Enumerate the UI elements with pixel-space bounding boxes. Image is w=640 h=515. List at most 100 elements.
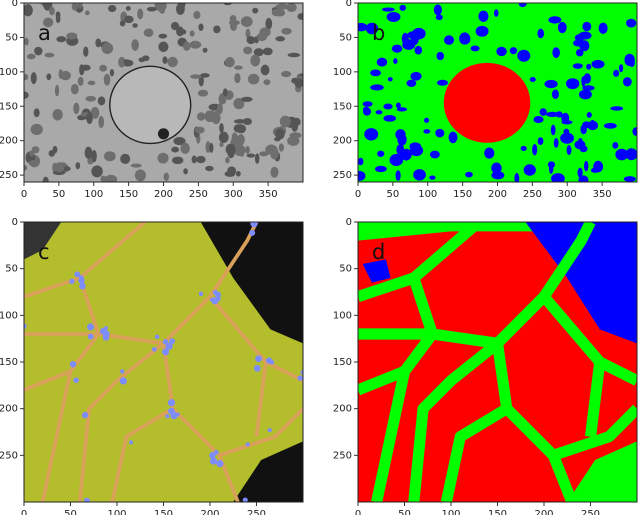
granule <box>275 36 286 42</box>
nucleus-dot <box>169 338 176 345</box>
granule <box>77 115 86 121</box>
y-tick-label: 0 <box>346 0 352 9</box>
nucleus <box>109 65 192 145</box>
panel-letter: d <box>372 240 385 264</box>
granule <box>286 3 297 13</box>
granule <box>281 27 292 35</box>
granule <box>159 5 166 14</box>
nucleus-dot <box>209 452 216 459</box>
nucleus-dot <box>35 506 41 512</box>
granule <box>77 76 84 86</box>
panel-letter: b <box>372 21 385 45</box>
blue-blob <box>387 77 393 82</box>
x-tick-label: 150 <box>154 509 173 515</box>
granule <box>124 15 134 24</box>
granule <box>254 153 260 164</box>
granule <box>104 151 116 162</box>
membrane <box>24 369 72 392</box>
panel: 0 50 100 150 200 250 0 50 100 150 200 250 d <box>333 217 638 515</box>
nucleus-dot <box>73 377 79 383</box>
nucleus-dot <box>24 323 27 330</box>
granule <box>86 112 93 125</box>
granule <box>123 59 130 64</box>
blue-blob <box>544 79 558 89</box>
nucleus-dot <box>69 278 75 284</box>
blue-blob <box>381 7 395 12</box>
boundary <box>440 403 510 502</box>
granule <box>190 74 202 79</box>
granule <box>223 3 232 6</box>
y-tick-label: 200 <box>333 136 352 147</box>
x-tick-label: 50 <box>53 189 66 200</box>
granule <box>235 124 247 134</box>
blue-blob <box>364 128 379 141</box>
image <box>358 3 637 182</box>
blue-blob <box>365 22 379 35</box>
granule <box>134 169 146 182</box>
blue-blob <box>496 46 507 57</box>
blue-blob <box>358 170 366 181</box>
blue-blob <box>603 122 617 129</box>
granule <box>287 52 301 58</box>
granule <box>131 39 139 51</box>
blue-blob <box>436 79 449 86</box>
granule <box>197 89 209 97</box>
blue-blob <box>551 173 565 182</box>
nucleus-dot <box>154 334 160 340</box>
blue-blob <box>537 137 544 145</box>
blue-blob <box>615 148 629 161</box>
x-tick-label: 50 <box>398 509 411 515</box>
blue-region <box>362 259 391 283</box>
x-tick-label: 0 <box>355 189 361 200</box>
granule <box>276 3 289 10</box>
granule <box>270 166 279 178</box>
y-tick-label: 0 <box>12 0 18 9</box>
blue-blob <box>586 111 592 118</box>
x-tick-label: 200 <box>534 509 553 515</box>
blue-blob <box>550 124 556 136</box>
granule <box>279 115 291 128</box>
blue-blob <box>358 22 368 32</box>
granule <box>79 64 85 76</box>
membrane <box>218 407 303 458</box>
nucleus-dot <box>198 291 204 296</box>
blue-blob <box>374 165 387 173</box>
y-tick-label: 150 <box>0 357 18 368</box>
blue-blob <box>566 145 572 155</box>
blue-blob <box>370 69 382 77</box>
blue-blob <box>448 131 458 144</box>
granule <box>118 56 126 68</box>
blue-blob <box>593 160 604 173</box>
granule <box>278 143 284 152</box>
granule <box>247 73 260 85</box>
nucleus-dot <box>213 449 219 455</box>
blue-blob <box>582 121 591 129</box>
panel: 0 50 100 150 200 250 300 350 0 50 100 150 200 250 a <box>0 0 304 200</box>
granule <box>54 84 60 97</box>
granule <box>87 80 96 86</box>
blue-blob <box>514 172 520 182</box>
blue-blob <box>584 160 589 172</box>
blue-blob <box>572 63 583 69</box>
y-tick-label: 50 <box>339 32 352 43</box>
blue-blob <box>429 150 440 159</box>
x-tick-label: 350 <box>593 189 612 200</box>
granule <box>281 70 292 78</box>
nucleus-dot <box>78 275 84 280</box>
granule <box>42 176 49 182</box>
x-tick-label: 250 <box>189 189 208 200</box>
blue-blob <box>475 25 489 37</box>
blue-blob <box>548 16 562 24</box>
granule <box>98 115 105 128</box>
granule <box>55 14 61 24</box>
blue-blob <box>409 142 422 150</box>
blue-blob <box>424 117 430 123</box>
nucleus-dot <box>165 342 173 350</box>
nucleus-dot <box>69 361 77 368</box>
dark-area <box>24 222 62 260</box>
granule <box>171 146 180 153</box>
granule <box>233 119 247 124</box>
granule <box>205 141 211 153</box>
x-tick-label: 300 <box>558 189 577 200</box>
y-tick-label: 200 <box>0 404 18 415</box>
